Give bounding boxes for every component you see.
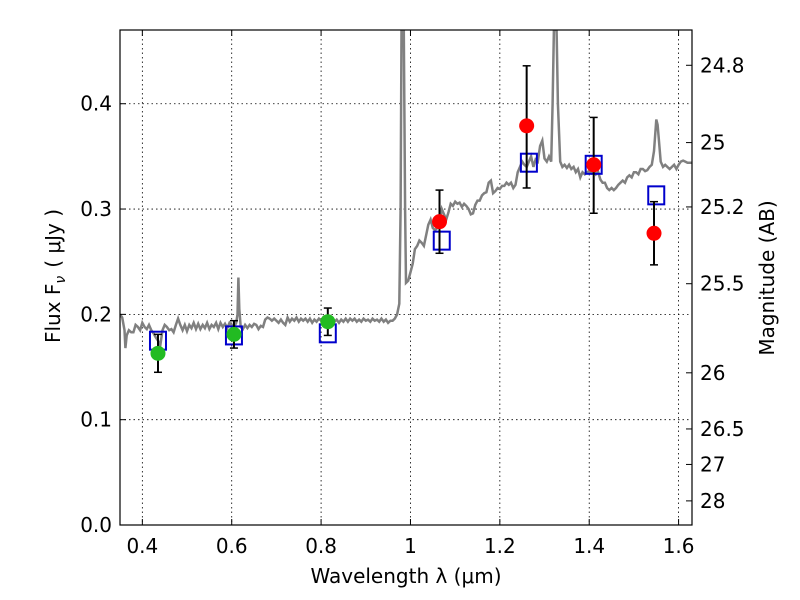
y2-tick-label: 25.2 [700, 195, 745, 219]
x-tick-label: 1.2 [484, 534, 516, 558]
y-tick-label: 0.1 [80, 408, 112, 432]
green-data-point [150, 345, 166, 361]
y-tick-label: 0.0 [80, 513, 112, 537]
x-tick-label: 0.8 [305, 534, 337, 558]
y-axis-label-sub: ν [53, 276, 69, 284]
red-data-point [646, 225, 662, 241]
y2-axis-label: Magnitude (AB) [755, 200, 779, 355]
x-axis-label: Wavelength λ (μm) [310, 564, 501, 588]
y-tick-label: 0.2 [80, 302, 112, 326]
y2-tick-label: 24.8 [700, 53, 745, 77]
red-data-point [586, 157, 602, 173]
x-tick-label: 0.6 [216, 534, 248, 558]
y2-tick-label: 25.5 [700, 272, 745, 296]
red-data-point [432, 214, 448, 230]
model-square-point [432, 230, 451, 251]
x-tick-label: 1.6 [663, 534, 695, 558]
x-tick-label: 0.4 [126, 534, 158, 558]
y2-tick-label: 28 [700, 489, 725, 513]
grid-layer [120, 30, 692, 526]
y2-tick-label: 26 [700, 361, 725, 385]
y-axis-label-unit: ( μJy ) [41, 209, 65, 268]
green-data-point [226, 326, 242, 342]
model-square-point [519, 152, 538, 173]
y-axis-label-main: Flux F [41, 284, 65, 343]
green-data-point [320, 314, 336, 330]
plot-frame [119, 29, 693, 526]
y-tick-label: 0.4 [80, 92, 112, 116]
model-square-point [647, 185, 666, 206]
spectrum-layer [120, 30, 692, 351]
y-tick-label: 0.3 [80, 197, 112, 221]
red-data-point [519, 118, 535, 134]
y2-tick-label: 26.5 [700, 417, 745, 441]
spectrum-line [120, 30, 692, 351]
y-axis-label: Flux Fν ( μJy ) [41, 209, 69, 343]
x-tick-label: 1.4 [573, 534, 605, 558]
x-tick-label: 1 [404, 534, 417, 558]
y2-tick-label: 27 [700, 452, 725, 476]
y2-tick-label: 25 [700, 131, 725, 155]
tick-layer: 0.4 0.6 0.8 1 1.2 1.4 1.6 0.0 0.1 0.2 0.3 0.4 24.8 25… [80, 30, 745, 558]
marker-layer [148, 65, 666, 374]
